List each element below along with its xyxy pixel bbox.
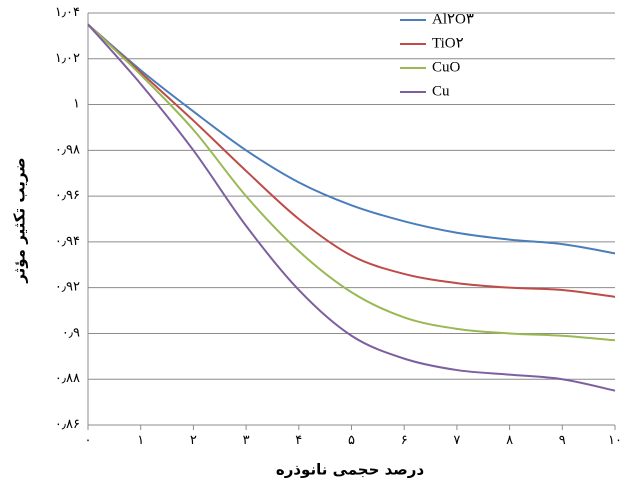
line bbox=[87, 23, 616, 298]
legend-label: Al۲O۳ bbox=[432, 11, 474, 27]
x-tick-label: ۰ bbox=[85, 432, 92, 447]
y-tick-label: ۰٫۸۶ bbox=[55, 416, 80, 431]
y-tick-label: ۰٫۹۴ bbox=[55, 233, 80, 248]
legend-label: CuO bbox=[432, 59, 461, 75]
y-tick-label: ۱٫۰۲ bbox=[55, 50, 80, 65]
y-tick-label: ۱ bbox=[73, 96, 80, 111]
y-tick-label: ۰٫۹ bbox=[62, 324, 80, 339]
y-tick-label: ۰٫۹۸ bbox=[55, 141, 80, 156]
x-axis-title: درصد حجمی نانوذره bbox=[276, 461, 425, 479]
legend-label: Cu bbox=[432, 83, 450, 99]
line bbox=[87, 23, 616, 255]
x-tick-label: ۸ bbox=[506, 432, 513, 447]
y-axis-title: ضریب تکثیر مؤثر bbox=[11, 157, 29, 283]
y-tick-label: ۰٫۹۲ bbox=[55, 279, 80, 294]
y-tick-label: ۱٫۰۴ bbox=[55, 4, 80, 19]
x-tick-label: ۶ bbox=[401, 432, 408, 447]
legend-label: TiO۲ bbox=[432, 35, 464, 51]
x-tick-label: ۱۰ bbox=[608, 432, 622, 447]
y-tick-label: ۰٫۹۶ bbox=[55, 187, 80, 202]
x-tick-label: ۱ bbox=[137, 432, 144, 447]
x-tick-label: ۷ bbox=[453, 432, 460, 447]
line bbox=[87, 23, 616, 392]
x-tick-label: ۹ bbox=[559, 432, 566, 447]
x-tick-label: ۲ bbox=[190, 432, 197, 447]
y-tick-label: ۰٫۸۸ bbox=[55, 370, 80, 385]
line bbox=[87, 23, 616, 342]
x-tick-label: ۳ bbox=[243, 432, 250, 447]
x-tick-label: ۴ bbox=[295, 432, 302, 447]
x-tick-label: ۵ bbox=[348, 432, 355, 447]
